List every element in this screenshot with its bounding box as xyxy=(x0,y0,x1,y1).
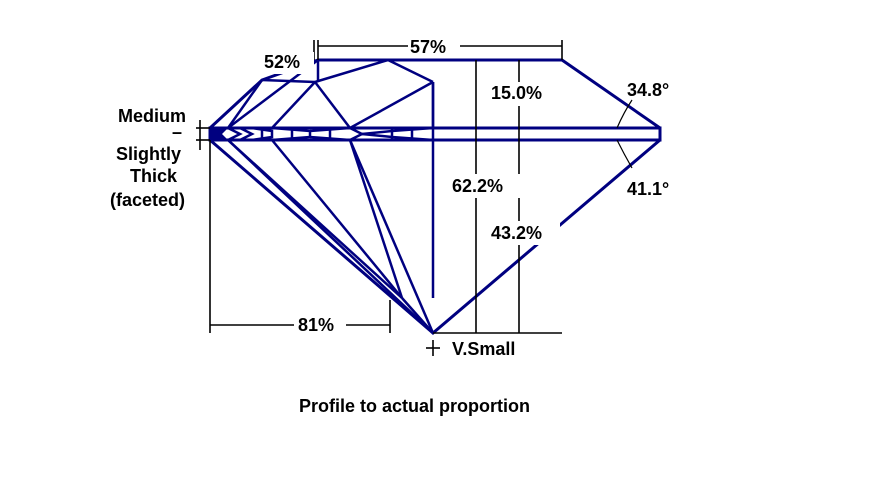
lower-half-label: 81% xyxy=(298,315,334,335)
pavilion-angle-label: 41.1° xyxy=(627,179,669,199)
crown-facets xyxy=(226,58,435,130)
crown-percent-label: 52% xyxy=(264,52,300,72)
dimension-lines xyxy=(196,36,633,356)
diamond-profile xyxy=(208,58,662,335)
pavilion-depth-label: 43.2% xyxy=(491,223,542,243)
diagram-caption: Profile to actual proportion xyxy=(299,396,530,416)
girdle-facets xyxy=(210,126,434,142)
total-depth-label: 62.2% xyxy=(452,176,503,196)
crown-angle-label: 34.8° xyxy=(627,80,669,100)
girdle-band xyxy=(208,126,662,142)
culet-size-label: V.Small xyxy=(452,339,515,359)
girdle-thickness-line1: Medium xyxy=(118,106,186,126)
pavilion-outline xyxy=(209,138,661,335)
pavilion-facets xyxy=(227,82,435,334)
table-percent-label: 57% xyxy=(410,37,446,57)
girdle-thickness-line4: (faceted) xyxy=(110,190,185,210)
girdle-thickness-line2: Slightly xyxy=(116,144,181,164)
crown-height-label: 15.0% xyxy=(491,83,542,103)
girdle-thickness-dash: – xyxy=(172,122,182,142)
girdle-thickness-line3: Thick xyxy=(130,166,178,186)
